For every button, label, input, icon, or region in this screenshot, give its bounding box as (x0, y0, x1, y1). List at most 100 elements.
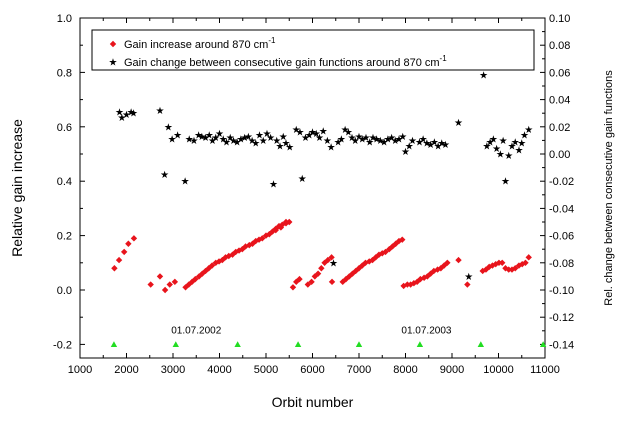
legend-label-text: Gain increase around 870 cm (124, 39, 268, 51)
y-left-tick-label: 0.2 (57, 231, 72, 243)
data-point-star: ★ (233, 137, 242, 148)
data-point-diamond (499, 259, 506, 266)
data-point-star: ★ (301, 133, 310, 144)
legend: Gain increase around 870 cm-1★ Gain chang… (91, 29, 535, 71)
data-point-star: ★ (415, 137, 424, 148)
data-point-diamond (525, 254, 532, 261)
data-point-star: ★ (355, 132, 364, 143)
legend-marker-star: ★ (109, 58, 118, 69)
data-point-star: ★ (205, 130, 214, 141)
data-point-diamond (166, 281, 173, 288)
data-point-star: ★ (422, 139, 431, 150)
data-point-star: ★ (441, 140, 450, 151)
data-point-diamond (328, 254, 335, 261)
data-point-diamond (286, 218, 293, 226)
data-point-star: ★ (508, 141, 517, 152)
data-point-star: ★ (492, 144, 501, 155)
data-point-star: ★ (129, 109, 138, 120)
data-point-star: ★ (419, 135, 428, 146)
data-point-diamond (382, 248, 389, 256)
data-point-star: ★ (211, 133, 220, 144)
data-point-diamond (208, 262, 216, 269)
data-point-star: ★ (244, 132, 253, 143)
data-point-diamond (444, 259, 451, 266)
data-point-star: ★ (315, 133, 324, 144)
y-left-tick-label: 0.6 (57, 122, 72, 134)
data-point-star: ★ (127, 107, 136, 118)
data-point-triangle (172, 341, 179, 347)
data-point-diamond (125, 240, 132, 247)
data-point-star: ★ (395, 135, 404, 146)
legend-box (91, 29, 535, 71)
data-point-diamond (314, 270, 322, 277)
data-point-diamond (147, 281, 154, 288)
data-point-star: ★ (197, 132, 206, 143)
date-annotation: 01.07.2003 (401, 325, 451, 336)
data-point-star: ★ (344, 128, 353, 139)
data-point-star: ★ (365, 137, 374, 148)
data-point-star: ★ (269, 179, 278, 190)
data-point-star: ★ (222, 137, 231, 148)
data-point-triangle (355, 341, 363, 347)
x-axis-title: Orbit number (272, 394, 354, 410)
data-point-star: ★ (405, 141, 414, 152)
data-point-diamond (111, 265, 118, 272)
data-point-star: ★ (489, 135, 498, 146)
data-point-diamond (308, 278, 315, 286)
data-point-star: ★ (387, 133, 396, 144)
data-point-star: ★ (504, 151, 513, 162)
data-point-star: ★ (524, 125, 533, 136)
data-point-star: ★ (361, 133, 370, 144)
axes: 1000 2000 3000 4000 5000 6000 7000 8000 9000 1000… (53, 13, 574, 376)
data-point-star: ★ (168, 135, 177, 146)
data-point-star: ★ (279, 132, 288, 143)
legend-marker-diamond (109, 40, 117, 48)
data-point-star: ★ (201, 133, 210, 144)
data-point-diamond (508, 266, 516, 273)
data-point-star: ★ (229, 136, 238, 147)
data-point-star: ★ (430, 137, 439, 148)
data-point-diamond (495, 259, 503, 266)
data-point-star: ★ (380, 137, 389, 148)
x-tick-label: 5000 (254, 364, 278, 376)
data-point-star: ★ (259, 136, 268, 147)
data-point-star: ★ (160, 170, 169, 181)
data-point-star: ★ (434, 141, 443, 152)
x-tick-label: 8000 (393, 364, 417, 376)
data-point-star: ★ (337, 135, 346, 146)
x-tick-label: 4000 (207, 364, 231, 376)
data-point-star: ★ (189, 136, 198, 147)
data-point-diamond (318, 265, 325, 272)
y-right-axis-title: Rel. change between consecutive gain fun… (603, 70, 615, 306)
data-point-star: ★ (181, 177, 190, 188)
series-1: ★★★★★ ★★★★★★★★★★★★★★★★★★★★★★★★★★★★★★★★★★★… (115, 71, 533, 283)
data-point-diamond (324, 256, 332, 264)
data-point-triangle (234, 341, 241, 347)
data-point-star: ★ (308, 128, 317, 139)
data-point-triangle (539, 341, 547, 347)
x-tick-label: 6000 (300, 364, 324, 376)
data-point-diamond (296, 275, 303, 283)
x-tick-label: 7000 (347, 364, 371, 376)
series-0 (111, 218, 532, 294)
data-point-diamond (259, 235, 266, 242)
y-left-axis-title: Relative gain increase (9, 119, 25, 257)
data-point-star: ★ (327, 143, 336, 154)
x-tick-label: 10000 (483, 364, 514, 376)
data-point-star: ★ (295, 128, 304, 139)
data-point-star: ★ (334, 137, 343, 148)
data-point-triangle (416, 341, 424, 347)
y-right-tick-label: 0.08 (549, 40, 570, 52)
data-point-diamond (289, 284, 297, 291)
data-point-star: ★ (164, 122, 173, 133)
data-point-diamond (115, 256, 123, 264)
y-right-tick-label: 0.00 (549, 149, 570, 161)
data-point-diamond (272, 226, 279, 234)
data-point-triangle (477, 341, 485, 347)
x-tick-label: 9000 (440, 364, 464, 376)
y-right-tick-label: 0.04 (549, 95, 570, 107)
data-marks: ★★★★★ ★★★★★★★★★★★★★★★★★★★★★★★★★★★★★★★★★★★… (110, 71, 547, 347)
data-point-diamond (505, 266, 512, 273)
data-point-star: ★ (464, 272, 473, 283)
data-point-star: ★ (341, 125, 350, 136)
